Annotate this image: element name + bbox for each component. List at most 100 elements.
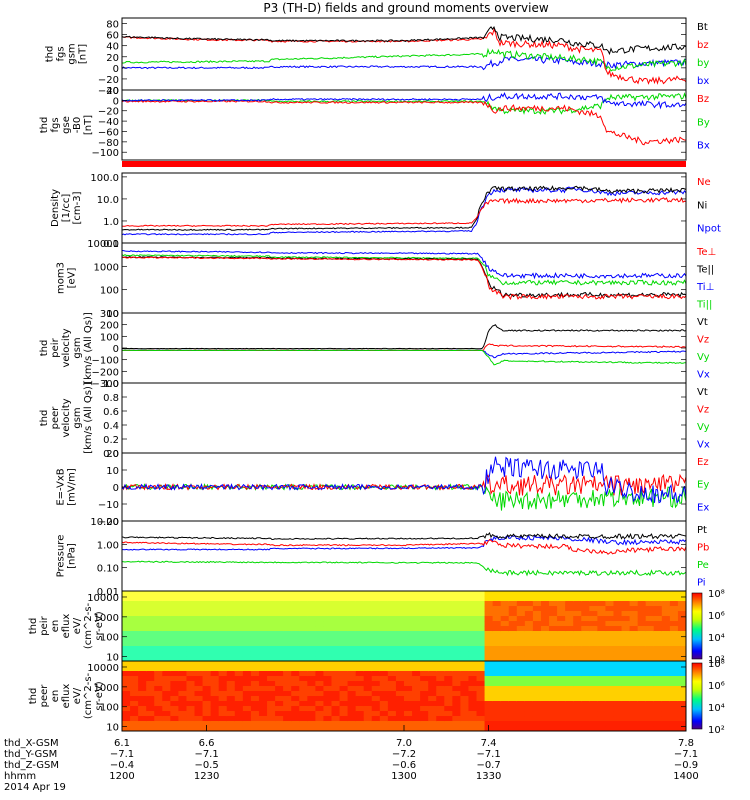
heatmap-cell	[549, 676, 558, 682]
heatmap-cell	[267, 641, 276, 647]
heatmap-cell	[677, 606, 687, 612]
heatmap-cell	[315, 681, 324, 687]
heatmap-cell	[581, 656, 590, 662]
heatmap-cell	[637, 641, 647, 647]
heatmap-cell	[420, 716, 429, 722]
heatmap-cell	[291, 716, 300, 722]
heatmap-cell	[291, 641, 300, 647]
heatmap-cell	[549, 666, 558, 672]
heatmap-cell	[170, 606, 179, 612]
heatmap-cell	[484, 636, 494, 642]
heatmap-cell	[532, 656, 542, 662]
heatmap-cell	[484, 631, 494, 637]
heatmap-cell	[492, 691, 502, 697]
heatmap-cell	[492, 621, 502, 627]
panel-frame	[121, 242, 687, 314]
heatmap-cell	[299, 591, 308, 597]
heatmap-cell	[307, 636, 316, 642]
heatmap-cell	[404, 616, 413, 622]
heatmap-cell	[573, 686, 582, 692]
legend: Te⊥Te||Ti⊥Ti||	[696, 247, 716, 311]
heatmap-cell	[146, 601, 155, 607]
heatmap-cell	[653, 721, 663, 727]
heatmap-cell	[605, 596, 614, 602]
heatmap-cell	[653, 611, 663, 617]
heatmap-cell	[549, 601, 558, 607]
heatmap-cell	[524, 696, 534, 702]
heatmap-cell	[170, 681, 179, 687]
heatmap-cell	[154, 611, 163, 617]
heatmap-cell	[170, 691, 179, 697]
heatmap-cell	[428, 606, 437, 612]
heatmap-cell	[186, 621, 196, 627]
heatmap-cell	[549, 661, 558, 667]
heatmap-cell	[210, 616, 220, 622]
heatmap-cell	[516, 641, 526, 647]
heatmap-cell	[508, 591, 518, 597]
heatmap-cell	[347, 626, 357, 632]
x-tick-label: 1230	[194, 771, 219, 782]
heatmap-cell	[331, 596, 341, 602]
heatmap-cell	[395, 676, 405, 682]
heatmap-cell	[476, 676, 486, 682]
heatmap-cell	[661, 616, 671, 622]
heatmap-cell	[226, 721, 236, 727]
heatmap-cell	[162, 596, 171, 602]
heatmap-cell	[387, 616, 397, 622]
y-axis-label-line: en	[50, 690, 61, 703]
heatmap-cell	[210, 691, 220, 697]
heatmap-cell	[283, 646, 292, 652]
heatmap-cell	[589, 616, 598, 622]
heatmap-cell	[589, 706, 598, 712]
heatmap-cell	[202, 631, 212, 637]
heatmap-cell	[202, 701, 212, 707]
heatmap-cell	[637, 661, 647, 667]
heatmap-cell	[267, 611, 276, 617]
heatmap-cell	[323, 691, 332, 697]
heatmap-cell	[178, 676, 187, 682]
heatmap-cell	[532, 671, 542, 677]
heatmap-cell	[339, 701, 349, 707]
heatmap-cell	[307, 651, 316, 657]
heatmap-cell	[323, 661, 332, 667]
heatmap-cell	[234, 616, 244, 622]
heatmap-cell	[355, 646, 365, 652]
colorbar-scale	[691, 592, 703, 660]
heatmap-cell	[621, 706, 631, 712]
heatmap-cell	[122, 696, 131, 702]
heatmap-cell	[283, 621, 292, 627]
heatmap-cell	[178, 641, 187, 647]
heatmap-cell	[299, 661, 308, 667]
heatmap-cell	[476, 626, 486, 632]
heatmap-cell	[299, 706, 308, 712]
heatmap-cell	[557, 626, 566, 632]
heatmap-cell	[122, 686, 131, 692]
heatmap-cell	[597, 696, 606, 702]
x-tick-label: −7.1	[476, 749, 500, 760]
heatmap-cell	[186, 716, 196, 722]
heatmap-cell	[605, 691, 614, 697]
heatmap-cell	[355, 706, 365, 712]
heatmap-cell	[331, 601, 341, 607]
heatmap-cell	[395, 661, 405, 667]
heatmap-cell	[307, 616, 316, 622]
heatmap-cell	[532, 631, 542, 637]
heatmap-cell	[605, 606, 614, 612]
heatmap-cell	[645, 631, 655, 637]
heatmap-cell	[516, 711, 526, 717]
heatmap-cell	[613, 661, 623, 667]
heatmap-cell	[645, 606, 655, 612]
heatmap-cell	[307, 601, 316, 607]
heatmap-cell	[154, 656, 163, 662]
heatmap-cell	[661, 621, 671, 627]
heatmap-cell	[178, 616, 187, 622]
series-line-Ne	[121, 196, 687, 227]
heatmap-cell	[146, 711, 155, 717]
heatmap-cell	[186, 696, 196, 702]
heatmap-cell	[250, 726, 260, 732]
heatmap-cell	[339, 606, 349, 612]
heatmap-cell	[613, 626, 623, 632]
heatmap-cell	[202, 611, 212, 617]
heatmap-cell	[444, 651, 453, 657]
